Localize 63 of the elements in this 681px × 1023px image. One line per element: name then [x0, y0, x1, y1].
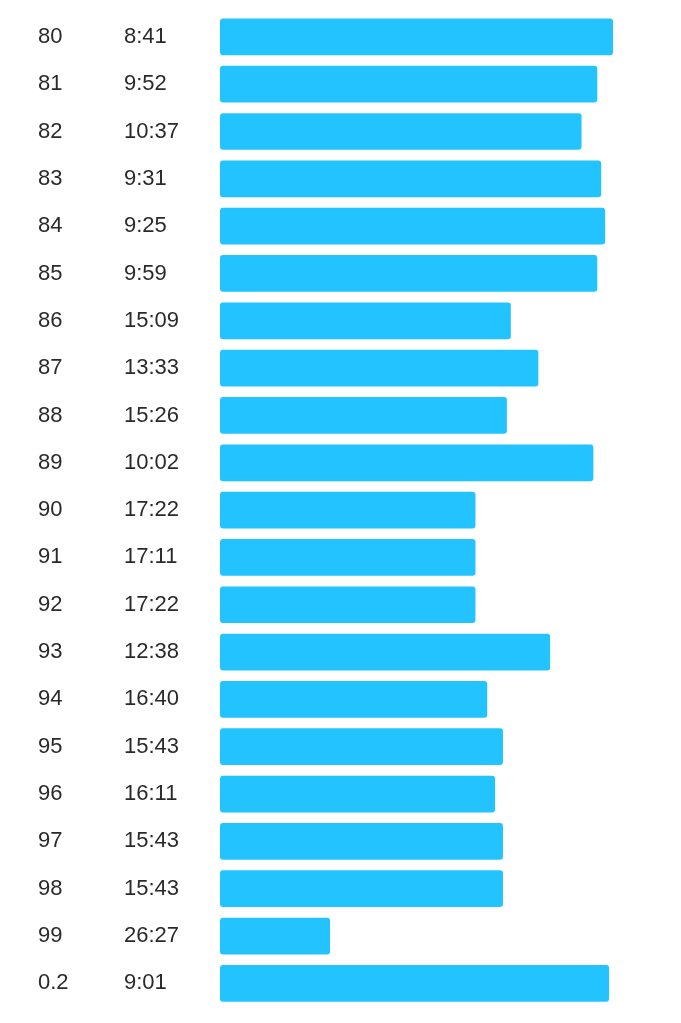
text: 15:09	[124, 306, 180, 332]
text: 15:26	[124, 401, 180, 427]
text: 15:43	[124, 732, 180, 758]
bar	[220, 775, 496, 813]
y-tick-label: 82	[38, 117, 63, 143]
y-tick-label: 80	[38, 22, 63, 48]
text: 13:33	[124, 354, 180, 380]
text: 9:59	[124, 259, 167, 285]
bar	[220, 302, 511, 340]
y-tick-label: 86	[38, 306, 63, 332]
bar	[220, 444, 594, 482]
text: 17:22	[124, 496, 180, 522]
y-tick-label: 89	[38, 448, 63, 474]
bar	[220, 870, 503, 908]
text: 15:43	[124, 874, 180, 900]
text: 12:38	[124, 638, 180, 664]
bar	[220, 255, 598, 292]
y-tick-label: 83	[38, 164, 63, 190]
y-tick-label: 88	[38, 401, 63, 427]
bar	[220, 113, 582, 150]
y-tick-label: 95	[38, 732, 63, 758]
bar	[220, 491, 476, 529]
y-tick-label: 98	[38, 874, 63, 900]
bar	[220, 539, 476, 576]
y-tick-label: 81	[38, 70, 63, 96]
bar	[220, 917, 331, 955]
text: 9:25	[124, 212, 167, 238]
y-tick-label: 0.2	[38, 969, 69, 995]
bar	[220, 207, 606, 245]
text: 9:52	[124, 70, 167, 96]
text: 9:31	[124, 164, 167, 190]
bar	[220, 160, 602, 198]
text: 10:02	[124, 448, 180, 474]
text: 17:22	[124, 590, 180, 616]
y-tick-label: 96	[38, 780, 63, 806]
text: 8:41	[124, 22, 167, 48]
y-tick-label: 84	[38, 212, 63, 238]
bar	[220, 65, 598, 103]
bar	[220, 681, 488, 718]
text: 16:11	[124, 780, 178, 806]
text: 17:11	[124, 543, 178, 569]
bar	[220, 397, 507, 434]
y-tick-label: 92	[38, 590, 63, 616]
text: 15:43	[124, 827, 180, 853]
y-tick-label: 90	[38, 496, 63, 522]
y-tick-label: 91	[38, 543, 63, 569]
y-tick-label: 99	[38, 922, 63, 948]
bar	[220, 586, 476, 624]
text: 10:37	[124, 117, 180, 143]
y-tick-label: 93	[38, 638, 63, 664]
bar	[220, 728, 503, 766]
bar	[220, 18, 613, 56]
y-tick-label: 85	[38, 259, 63, 285]
y-tick-label: 87	[38, 354, 63, 380]
y-tick-label: 94	[38, 685, 63, 711]
text: 9:01	[124, 969, 167, 995]
text: 26:27	[124, 922, 180, 948]
text: 16:40	[124, 685, 180, 711]
bar	[220, 823, 503, 860]
bar	[220, 349, 539, 387]
bar	[220, 964, 610, 1002]
y-tick-label: 97	[38, 827, 63, 853]
bar	[220, 633, 551, 671]
